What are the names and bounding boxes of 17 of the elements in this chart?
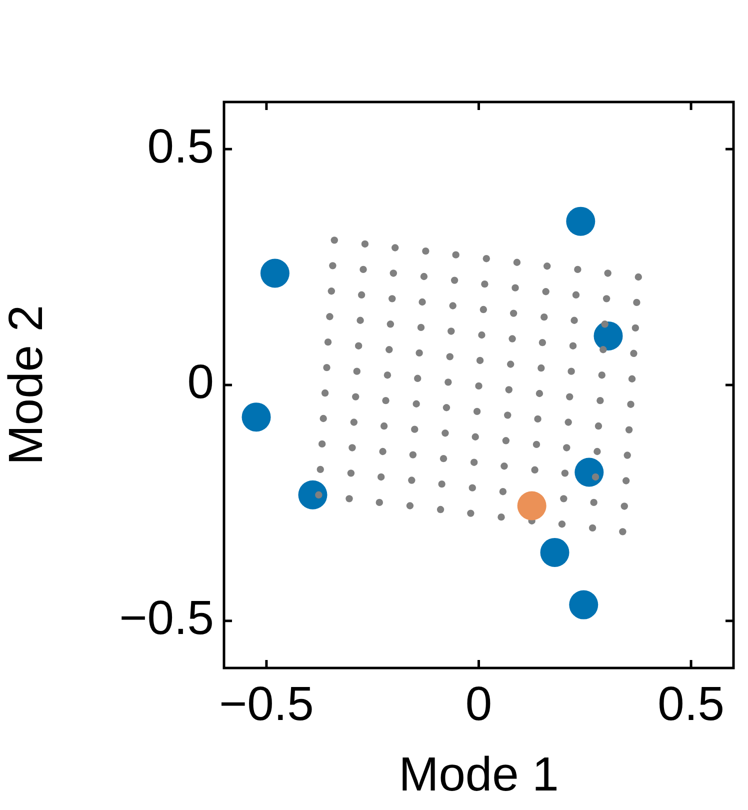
point bbox=[574, 458, 604, 487]
point bbox=[260, 258, 290, 288]
point bbox=[517, 491, 546, 520]
x-tick-label: 0.5 bbox=[658, 678, 724, 732]
x-tick-label: 0 bbox=[465, 678, 492, 732]
point bbox=[298, 480, 328, 510]
x-axis-title: Mode 1 bbox=[398, 748, 559, 802]
y-tick-label: 0.5 bbox=[147, 120, 214, 174]
point bbox=[594, 321, 623, 350]
x-tick-label: −0.5 bbox=[219, 678, 314, 732]
point bbox=[242, 402, 271, 432]
y-axis-title: Mode 2 bbox=[0, 304, 54, 466]
y-tick-label: −0.5 bbox=[119, 592, 214, 646]
point bbox=[540, 538, 570, 567]
point bbox=[569, 590, 598, 620]
y-tick-label: 0 bbox=[187, 356, 214, 410]
point bbox=[566, 206, 596, 236]
